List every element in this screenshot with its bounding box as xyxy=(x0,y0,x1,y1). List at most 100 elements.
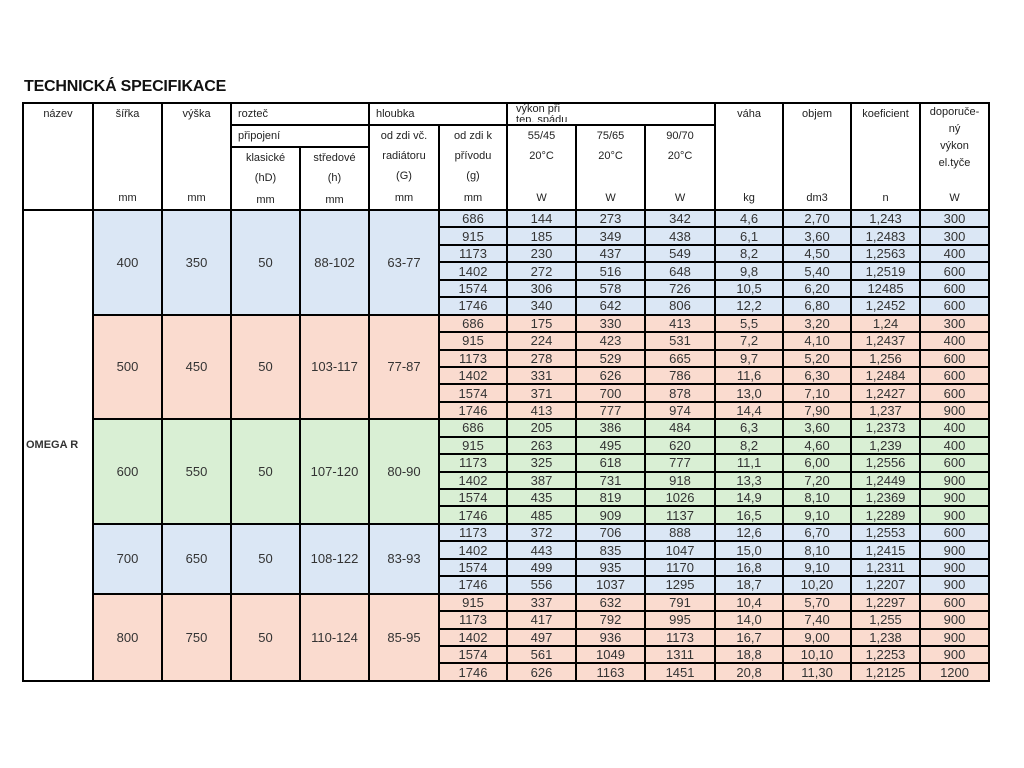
doporuceny-vykon-cell: 300 xyxy=(919,226,991,246)
vyska-cell: 1574 xyxy=(437,278,509,299)
vykon-90-70-cell: 995 xyxy=(644,610,717,630)
header-label: název xyxy=(43,108,73,120)
vykon-90-70-cell: 1295 xyxy=(644,575,717,595)
roztec-stredove-cell: 50 xyxy=(230,418,301,525)
objem-cell: 4,60 xyxy=(782,435,853,456)
table-row: 500 450 50 103-117 77-87 686 175 330 413 5,5 3,20 1… xyxy=(23,313,991,421)
hloubka-g-cell: 88-102 xyxy=(299,209,370,316)
vyska-cell: 1402 xyxy=(437,365,509,386)
hloubka-g-cell: 108-122 xyxy=(299,522,370,595)
header-koeficient: koeficient n xyxy=(850,102,922,211)
vykon-55-45-cell: 443 xyxy=(506,540,578,560)
header-unit: n xyxy=(882,192,889,204)
koeficient-cell: 12485 xyxy=(850,278,922,299)
vykon-55-45-cell: 263 xyxy=(506,435,578,456)
koeficient-cell: 1,2553 xyxy=(850,522,922,543)
hloubka-privod-cell: 77-87 xyxy=(368,313,440,421)
header-label: 75/65 xyxy=(596,130,625,142)
objem-cell: 8,10 xyxy=(782,540,853,560)
vykon-75-65-cell: 936 xyxy=(575,627,647,647)
vykon-75-65-cell: 349 xyxy=(575,226,647,246)
vyska-cell: 686 xyxy=(437,208,509,229)
vykon-55-45-cell: 144 xyxy=(506,208,578,229)
doporuceny-vykon-cell: 400 xyxy=(919,418,991,438)
roztec-stredove-cell: 50 xyxy=(230,313,301,421)
table-row: 600 550 50 107-120 80-90 686 205 386 484 6,3 3,60 1… xyxy=(23,418,991,525)
vykon-55-45-cell: 372 xyxy=(506,522,578,543)
vykon-90-70-cell: 484 xyxy=(644,418,717,438)
vaha-cell: 8,2 xyxy=(714,243,785,264)
table-row: 915 263 495 620 8,2 4,60 1,239 400 xyxy=(23,435,991,456)
table-row: 1574 306 578 726 10,5 6,20 12485 600 xyxy=(23,278,991,299)
vyska-cell: 1746 xyxy=(437,400,509,421)
doporuceny-vykon-cell: 900 xyxy=(919,470,991,491)
table-row: 1574 561 1049 1311 18,8 10,10 1,2253 900 xyxy=(23,644,991,665)
vykon-75-65-cell: 909 xyxy=(575,505,647,525)
header-label: přívodu xyxy=(454,150,492,162)
vykon-90-70-cell: 726 xyxy=(644,278,717,299)
table-row: 1402 387 731 918 13,3 7,20 1,2449 900 xyxy=(23,470,991,491)
vaha-cell: 8,2 xyxy=(714,435,785,456)
table-row: 1173 417 792 995 14,0 7,40 1,255 900 xyxy=(23,610,991,630)
vykon-90-70-cell: 1451 xyxy=(644,662,717,682)
table-row: 1173 325 618 777 11,1 6,00 1,2556 600 xyxy=(23,453,991,473)
vykon-75-65-cell: 700 xyxy=(575,383,647,403)
vaha-cell: 16,5 xyxy=(714,505,785,525)
doporuceny-vykon-cell: 900 xyxy=(919,610,991,630)
doporuceny-vykon-cell: 900 xyxy=(919,644,991,665)
header-vyska: výška mm xyxy=(161,102,232,211)
vyska-cell: 1173 xyxy=(437,348,509,368)
roztec-klasicke-cell: 550 xyxy=(161,418,232,525)
header-label: 20°C xyxy=(667,150,693,162)
objem-cell: 9,10 xyxy=(782,557,853,578)
vykon-55-45-cell: 325 xyxy=(506,453,578,473)
doporuceny-vykon-cell: 900 xyxy=(919,627,991,647)
roztec-stredove-cell: 50 xyxy=(230,592,301,682)
objem-cell: 9,10 xyxy=(782,505,853,525)
vyska-cell: 915 xyxy=(437,592,509,613)
objem-cell: 6,00 xyxy=(782,453,853,473)
header-unit: mm xyxy=(463,192,483,204)
doporuceny-vykon-cell: 600 xyxy=(919,522,991,543)
header-label: ný xyxy=(948,123,961,135)
header-nazev: název xyxy=(22,102,94,211)
header-doporuceny: doporuče-ný výkon el.tyče W xyxy=(919,102,991,211)
vykon-90-70-cell: 665 xyxy=(644,348,717,368)
header-unit: W xyxy=(674,192,686,204)
vykon-75-65-cell: 437 xyxy=(575,243,647,264)
table-row: 1746 626 1163 1451 20,8 11,30 1,2125 1200 xyxy=(23,662,991,682)
header-unit: mm xyxy=(394,192,414,204)
koeficient-cell: 1,2563 xyxy=(850,243,922,264)
koeficient-cell: 1,243 xyxy=(850,208,922,229)
objem-cell: 4,50 xyxy=(782,243,853,264)
vyska-cell: 1574 xyxy=(437,383,509,403)
koeficient-cell: 1,2253 xyxy=(850,644,922,665)
objem-cell: 3,60 xyxy=(782,226,853,246)
koeficient-cell: 1,237 xyxy=(850,400,922,421)
header-label: 90/70 xyxy=(666,130,694,142)
vyska-cell: 915 xyxy=(437,331,509,351)
table-row: 1402 497 936 1173 16,7 9,00 1,238 900 xyxy=(23,627,991,647)
header-label: klasické xyxy=(245,152,286,164)
objem-cell: 10,20 xyxy=(782,575,853,595)
table-row: 915 224 423 531 7,2 4,10 1,2437 400 xyxy=(23,331,991,351)
objem-cell: 10,10 xyxy=(782,644,853,665)
sirka-cell: 800 xyxy=(92,592,163,682)
table-row: 1402 272 516 648 9,8 5,40 1,2519 600 xyxy=(23,261,991,281)
koeficient-cell: 1,2207 xyxy=(850,575,922,595)
header-label: tep. spádu xyxy=(516,114,568,123)
vykon-55-45-cell: 175 xyxy=(506,313,578,334)
header-pripojeni: připojení xyxy=(230,124,370,148)
header-label: výkon při xyxy=(516,104,561,115)
vaha-cell: 4,6 xyxy=(714,208,785,229)
vyska-cell: 1746 xyxy=(437,575,509,595)
objem-cell: 5,20 xyxy=(782,348,853,368)
roztec-klasicke-cell: 350 xyxy=(161,209,232,316)
vykon-55-45-cell: 340 xyxy=(506,296,578,316)
vaha-cell: 18,7 xyxy=(714,575,785,595)
doporuceny-vykon-cell: 600 xyxy=(919,383,991,403)
vyska-cell: 1173 xyxy=(437,243,509,264)
roztec-stredove-cell: 50 xyxy=(230,522,301,595)
koeficient-cell: 1,2373 xyxy=(850,418,922,438)
vyska-cell: 1746 xyxy=(437,505,509,525)
